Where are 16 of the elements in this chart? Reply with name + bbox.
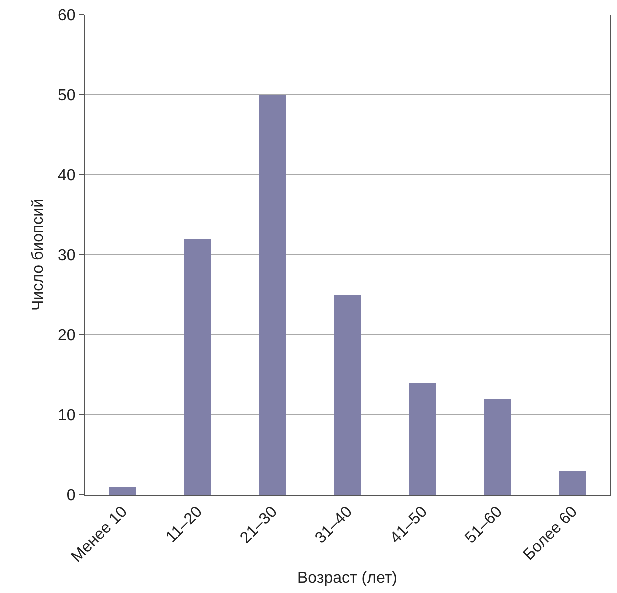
y-tick-label: 20 <box>58 328 76 345</box>
bar <box>409 383 436 495</box>
bar <box>109 487 136 495</box>
bar <box>484 399 511 495</box>
y-tick-label: 10 <box>58 408 76 425</box>
y-tick-label: 0 <box>66 488 76 505</box>
x-axis-title: Возраст (лет) <box>298 570 398 587</box>
bar <box>559 471 586 495</box>
bar <box>259 95 286 495</box>
bar <box>184 239 211 495</box>
y-tick-label: 60 <box>58 8 76 25</box>
y-tick-label: 50 <box>58 88 76 105</box>
bar <box>334 295 361 495</box>
y-tick-label: 40 <box>58 168 76 185</box>
y-axis-title: Число биопсий <box>30 199 47 311</box>
y-tick-label: 30 <box>58 248 76 265</box>
